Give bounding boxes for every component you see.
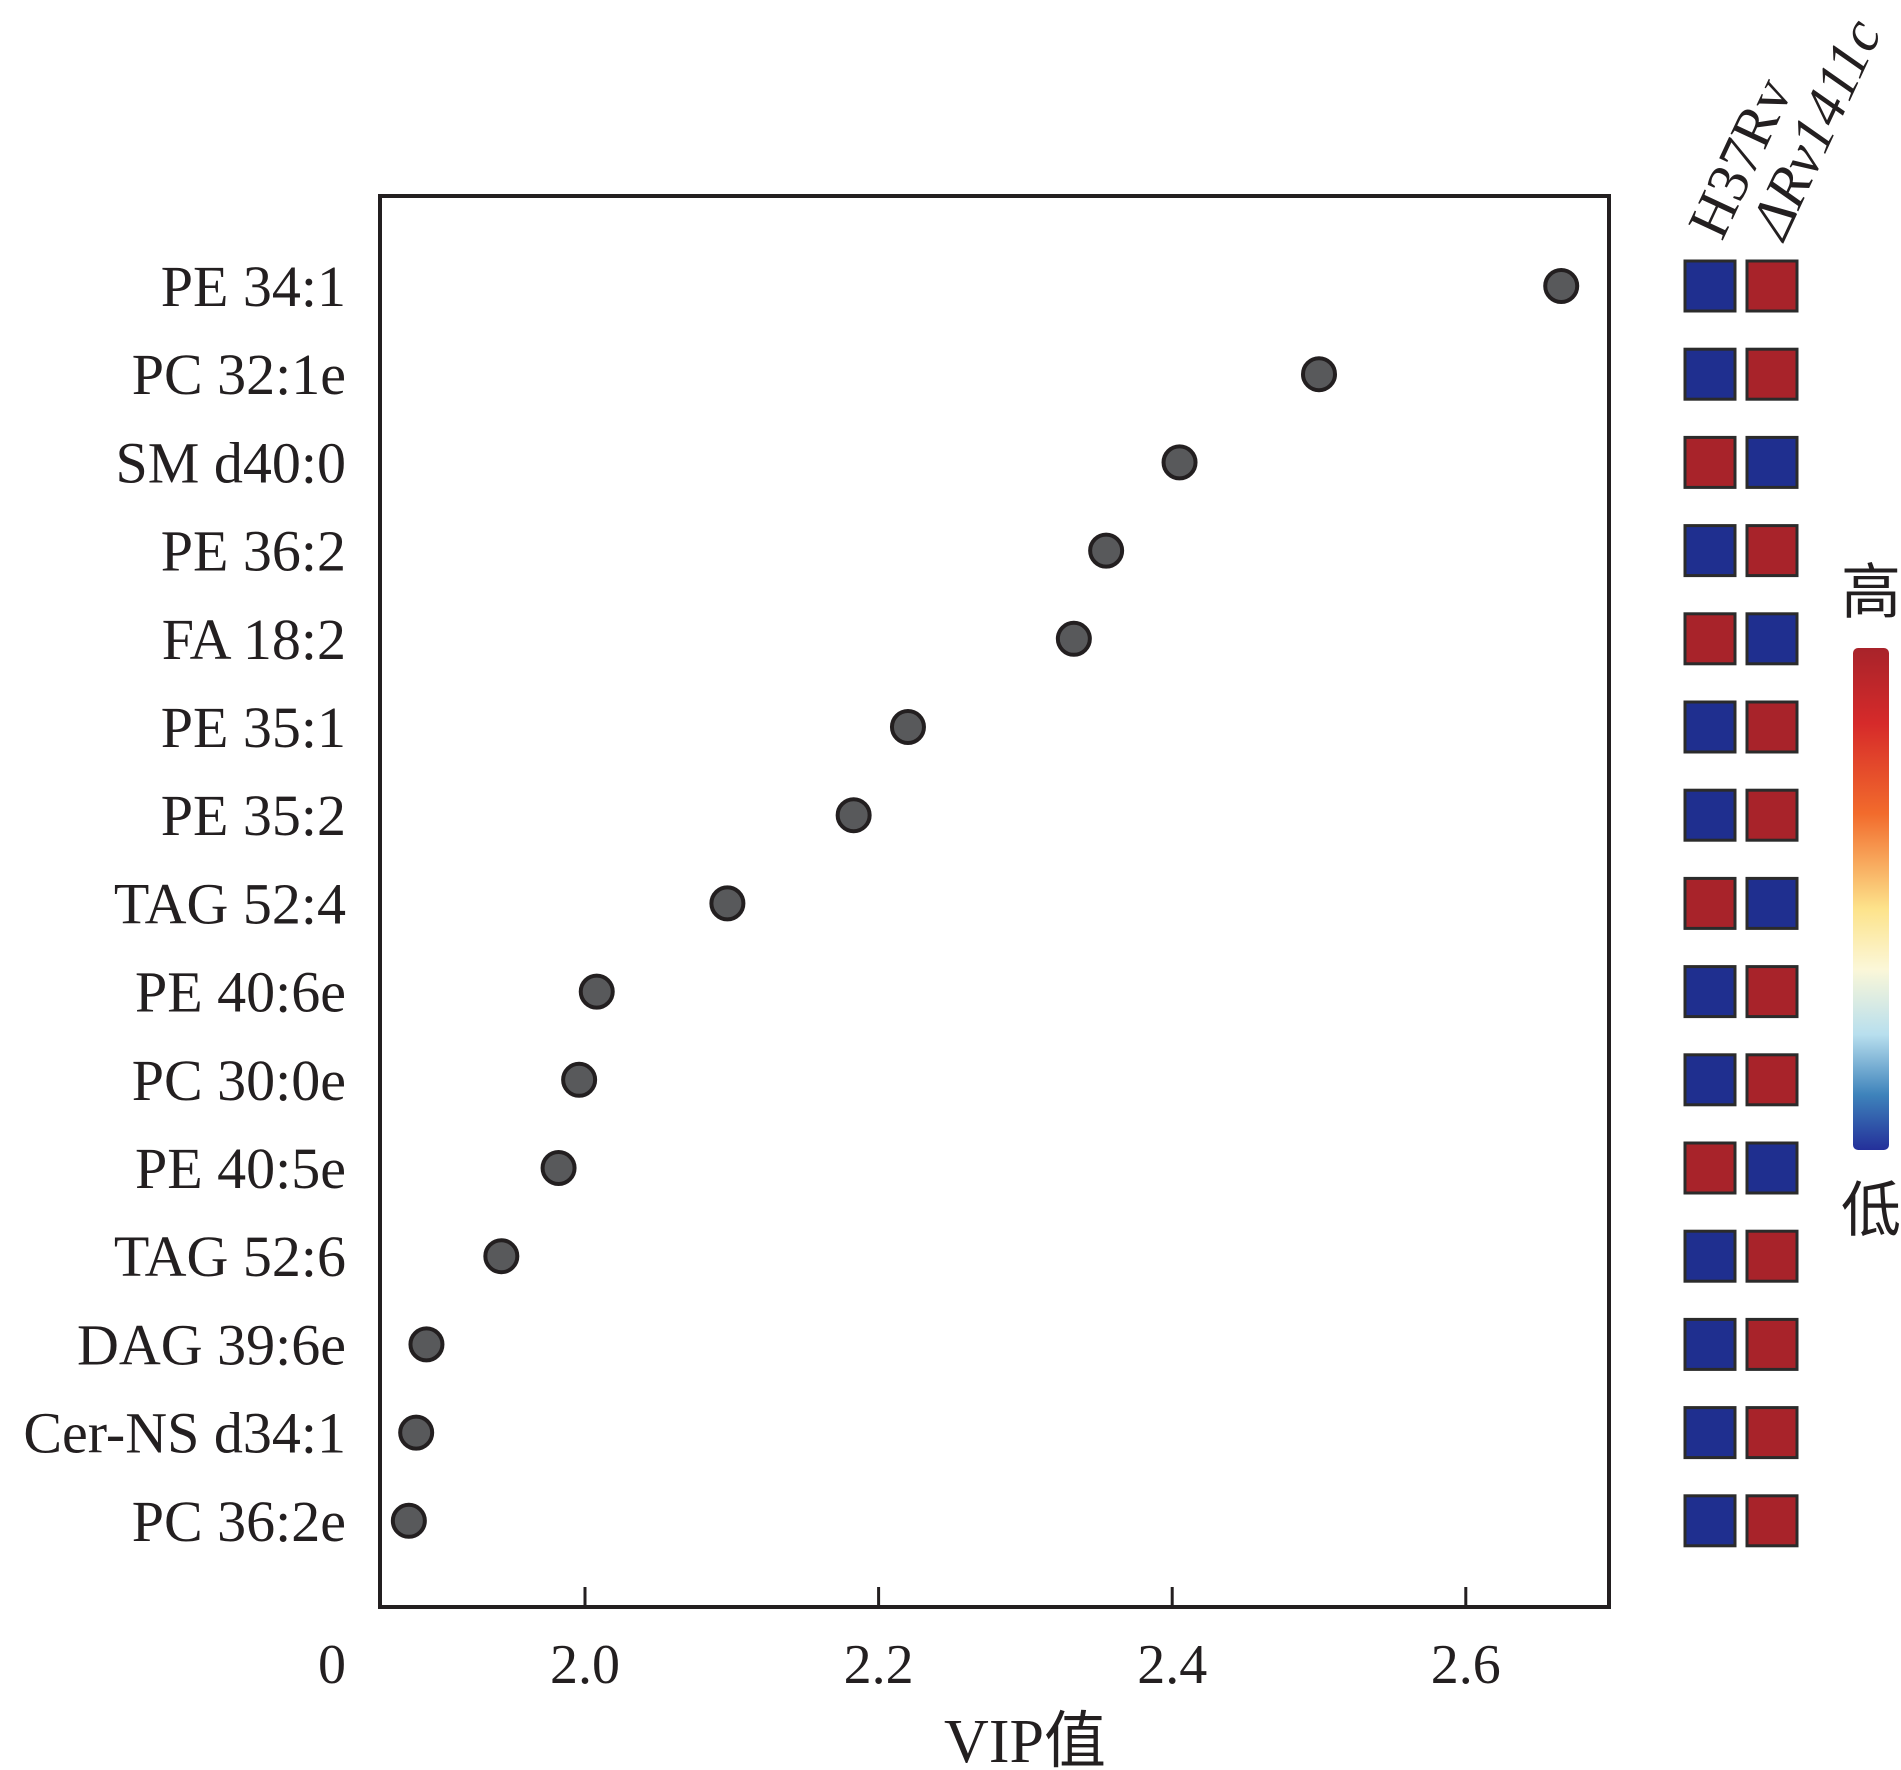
heatmap-cell bbox=[1745, 347, 1799, 401]
heatmap-cell bbox=[1683, 1406, 1737, 1460]
category-label: PE 34:1 bbox=[161, 254, 346, 319]
data-point bbox=[835, 797, 872, 834]
heatmap-cell bbox=[1745, 435, 1799, 489]
category-label: PE 40:6e bbox=[135, 960, 346, 1025]
data-point bbox=[1088, 532, 1125, 569]
data-point bbox=[1055, 620, 1092, 657]
heatmap-cell bbox=[1745, 876, 1799, 930]
category-label: Cer-NS d34:1 bbox=[23, 1401, 346, 1466]
category-label: DAG 39:6e bbox=[77, 1312, 346, 1377]
heatmap-cell bbox=[1745, 1494, 1799, 1548]
category-label: PE 36:2 bbox=[161, 519, 346, 584]
x-tick-label: 2.4 bbox=[1137, 1634, 1207, 1696]
data-point bbox=[1161, 444, 1198, 481]
heatmap-cell bbox=[1745, 1229, 1799, 1283]
heatmap-cell bbox=[1683, 347, 1737, 401]
heatmap-cell bbox=[1745, 259, 1799, 313]
heatmap-cell bbox=[1745, 788, 1799, 842]
data-point bbox=[408, 1326, 445, 1363]
data-point bbox=[540, 1150, 577, 1186]
data-point bbox=[398, 1414, 435, 1451]
category-label: TAG 52:4 bbox=[114, 871, 346, 936]
heatmap-cell bbox=[1683, 1317, 1737, 1371]
heatmap-cell bbox=[1745, 700, 1799, 754]
heatmap-cell bbox=[1745, 1317, 1799, 1371]
heatmap-cell bbox=[1683, 1053, 1737, 1107]
data-point bbox=[578, 973, 615, 1010]
heatmap-cell bbox=[1683, 965, 1737, 1019]
data-point bbox=[889, 709, 926, 745]
category-label: PC 32:1e bbox=[132, 342, 346, 407]
heatmap-cell bbox=[1745, 965, 1799, 1019]
category-label: FA 18:2 bbox=[162, 607, 346, 672]
heatmap-cell bbox=[1683, 876, 1737, 930]
heatmap-cell bbox=[1745, 1141, 1799, 1195]
x-axis-origin-label: 0 bbox=[318, 1634, 346, 1696]
category-label: PE 35:2 bbox=[161, 783, 346, 848]
heatmap-cell bbox=[1683, 700, 1737, 754]
heatmap-cell bbox=[1683, 612, 1737, 666]
heatmap-cell bbox=[1683, 788, 1737, 842]
heatmap-cell bbox=[1683, 259, 1737, 313]
heatmap-cell bbox=[1683, 1141, 1737, 1195]
category-label: SM d40:0 bbox=[116, 430, 346, 495]
category-label: PE 35:1 bbox=[161, 695, 346, 760]
heatmap-cell bbox=[1745, 1406, 1799, 1460]
category-label: PC 36:2e bbox=[132, 1489, 346, 1554]
color-scale-bar bbox=[1853, 648, 1889, 1150]
x-tick-label: 2.2 bbox=[844, 1634, 914, 1696]
data-point bbox=[483, 1238, 520, 1275]
data-point bbox=[561, 1061, 598, 1098]
data-point bbox=[1543, 268, 1580, 304]
heatmap-cell bbox=[1683, 524, 1737, 578]
heatmap-cell bbox=[1683, 1229, 1737, 1283]
heatmap-cell bbox=[1683, 435, 1737, 489]
color-scale-high-label: 高 bbox=[1841, 560, 1901, 626]
x-tick-label: 2.0 bbox=[550, 1634, 620, 1696]
plot-frame bbox=[378, 194, 1611, 1609]
data-point bbox=[1301, 356, 1337, 393]
category-label: TAG 52:6 bbox=[114, 1224, 346, 1289]
color-scale-low-label: 低 bbox=[1841, 1178, 1901, 1244]
data-point bbox=[709, 885, 746, 922]
heatmap-cell bbox=[1683, 1494, 1737, 1548]
heatmap-cell bbox=[1745, 524, 1799, 578]
category-label: PC 30:0e bbox=[132, 1048, 346, 1113]
heatmap-cell bbox=[1745, 612, 1799, 666]
x-axis-title: VIP值 bbox=[944, 1708, 1106, 1770]
heatmap-cell bbox=[1745, 1053, 1799, 1107]
category-label: PE 40:5e bbox=[135, 1136, 346, 1201]
x-tick-label: 2.6 bbox=[1431, 1634, 1501, 1696]
data-point bbox=[390, 1502, 427, 1539]
